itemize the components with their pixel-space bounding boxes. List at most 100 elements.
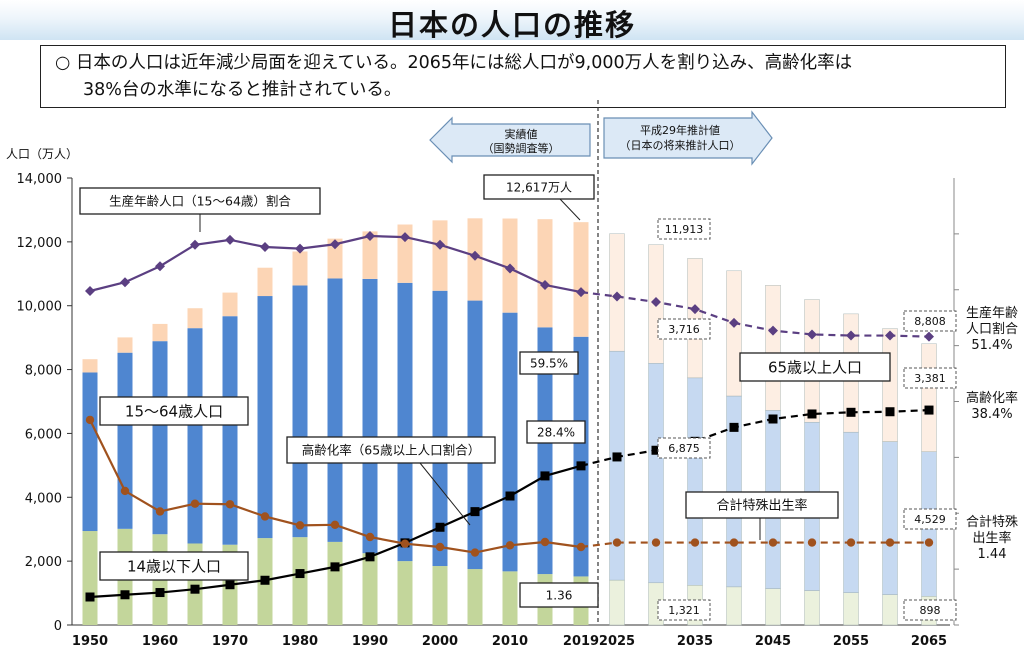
legend-aging-rate-box bbox=[286, 436, 496, 464]
right-label-aging-rate: 高齢化率 bbox=[966, 390, 1018, 406]
aging-rate-point bbox=[120, 590, 130, 600]
aging-rate-2019-label-box bbox=[526, 420, 586, 444]
tfr-line-proj bbox=[580, 541, 929, 549]
tfr-2019-label-box bbox=[519, 582, 599, 608]
tfr-point bbox=[365, 532, 375, 542]
x-tick-label: 1960 bbox=[142, 634, 178, 649]
right-label-tfr-1: 合計特殊 bbox=[966, 514, 1018, 530]
bar-working bbox=[152, 341, 168, 535]
working-ratio-point bbox=[120, 277, 130, 288]
bar-young bbox=[432, 566, 448, 625]
bar-young bbox=[726, 586, 742, 626]
aging-rate-point bbox=[612, 452, 622, 462]
aging-rate-point bbox=[729, 422, 739, 432]
bar-old bbox=[397, 224, 413, 283]
x-tick-label: 2000 bbox=[422, 634, 458, 649]
bar-working bbox=[648, 363, 664, 584]
y-tick-label: 8,000 bbox=[25, 364, 62, 379]
aging-rate-point bbox=[807, 409, 817, 419]
bar-old bbox=[292, 251, 308, 286]
bar-old bbox=[882, 328, 898, 442]
bar-old bbox=[362, 231, 378, 279]
bar-old bbox=[257, 267, 273, 297]
total-2019-label: 12,617万人 bbox=[506, 180, 572, 194]
working-ratio-2019-label: 59.5% bbox=[530, 356, 568, 370]
working-ratio-point bbox=[576, 287, 586, 298]
bar-working bbox=[397, 282, 413, 562]
tfr-point bbox=[846, 538, 856, 547]
x-tick-label: 2010 bbox=[492, 634, 528, 649]
total-2065-label-box bbox=[903, 310, 957, 332]
right-label-working-ratio-value: 51.4% bbox=[971, 338, 1012, 353]
aging-rate-line-proj bbox=[580, 408, 930, 467]
x-tick-label: 2019 bbox=[563, 634, 599, 649]
legend-young: 14歳以下人口 bbox=[127, 557, 221, 575]
working-2030-label: 6,875 bbox=[668, 442, 700, 455]
page-title: 日本の人口の推移 bbox=[387, 8, 636, 42]
bar-working bbox=[537, 327, 553, 575]
bar-old bbox=[537, 219, 553, 328]
y-tick-label: 10,000 bbox=[17, 300, 63, 315]
working-ratio-point bbox=[729, 317, 739, 328]
summary-box: ○ 日本の人口は近年減少局面を迎えている。2065年には総人口が9,000万人を… bbox=[40, 45, 1006, 108]
x-tick-label: 1990 bbox=[352, 634, 388, 649]
bar-young bbox=[843, 592, 859, 626]
bar-working bbox=[257, 296, 273, 539]
tfr-point bbox=[295, 521, 305, 530]
working-ratio-point bbox=[807, 329, 817, 340]
tfr-point bbox=[155, 507, 165, 516]
tfr-point bbox=[470, 548, 480, 557]
aging-rate-point bbox=[330, 562, 340, 572]
working-ratio-point bbox=[295, 243, 305, 254]
aging-rate-point bbox=[768, 414, 778, 424]
legend-working-ratio: 生産年齢人口（15〜64歳）割合 bbox=[109, 194, 291, 209]
legend-tfr-box bbox=[685, 491, 839, 519]
working-ratio-point bbox=[540, 279, 550, 290]
working-ratio-line-proj bbox=[580, 291, 930, 338]
title-band bbox=[0, 0, 1024, 40]
working-ratio-point bbox=[190, 239, 200, 250]
bar-young bbox=[765, 588, 781, 626]
aging-rate-point bbox=[85, 592, 95, 602]
tfr-point bbox=[540, 537, 550, 547]
working-ratio-point bbox=[400, 232, 410, 243]
bar-young bbox=[609, 579, 625, 626]
bar-young bbox=[82, 531, 98, 625]
working-ratio-point bbox=[435, 239, 445, 250]
tfr-point bbox=[885, 538, 895, 547]
tfr-point bbox=[225, 500, 235, 509]
working-ratio-point bbox=[330, 239, 340, 250]
old-2065-label-box bbox=[903, 367, 957, 389]
tfr-point bbox=[576, 542, 586, 552]
tfr-point bbox=[807, 538, 817, 547]
total-2065-label: 8,808 bbox=[914, 315, 946, 328]
tfr-point bbox=[190, 499, 200, 508]
bar-young bbox=[804, 590, 820, 626]
x-tick-label: 2035 bbox=[677, 634, 713, 649]
aging-rate-point bbox=[885, 407, 895, 417]
tfr-point bbox=[330, 520, 340, 529]
right-label-working-ratio-1: 生産年齢 bbox=[966, 305, 1018, 321]
young-2065-label: 898 bbox=[920, 604, 941, 617]
bar-working bbox=[292, 285, 308, 538]
aging-rate-point bbox=[505, 491, 515, 501]
bar-working bbox=[327, 278, 343, 542]
right-label-tfr-value: 1.44 bbox=[978, 547, 1007, 562]
projection-arrow bbox=[603, 110, 773, 166]
y-tick-label: 6,000 bbox=[25, 427, 62, 442]
x-tick-label: 1970 bbox=[212, 634, 248, 649]
young-2065-label-box bbox=[903, 599, 957, 621]
working-ratio-point bbox=[225, 234, 235, 245]
tfr-2019-label: 1.36 bbox=[546, 588, 573, 602]
working-ratio-point bbox=[612, 291, 622, 302]
total-2030-label: 11,913 bbox=[665, 223, 704, 236]
y-axis-label: 人口（万人） bbox=[6, 147, 78, 161]
tfr-point bbox=[260, 512, 270, 521]
actual-sub: （国勢調査等） bbox=[483, 141, 560, 155]
aging-rate-point bbox=[155, 588, 165, 598]
legend-aging-pointer bbox=[419, 462, 471, 526]
working-ratio-point bbox=[85, 286, 95, 296]
y-tick-label: 0 bbox=[54, 619, 62, 634]
aging-rate-point bbox=[295, 569, 305, 579]
